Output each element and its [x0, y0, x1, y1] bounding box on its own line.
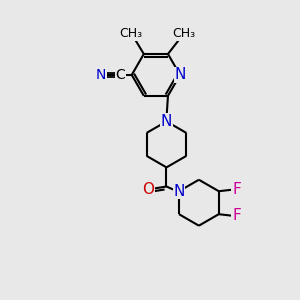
Text: N: N	[96, 68, 106, 82]
Text: N: N	[174, 68, 186, 82]
Text: CH₃: CH₃	[119, 27, 142, 40]
Text: C: C	[116, 68, 125, 82]
Text: N: N	[173, 184, 185, 199]
Text: CH₃: CH₃	[172, 27, 195, 40]
Text: F: F	[232, 208, 241, 223]
Text: N: N	[161, 114, 172, 129]
Text: O: O	[142, 182, 154, 197]
Text: F: F	[232, 182, 241, 197]
